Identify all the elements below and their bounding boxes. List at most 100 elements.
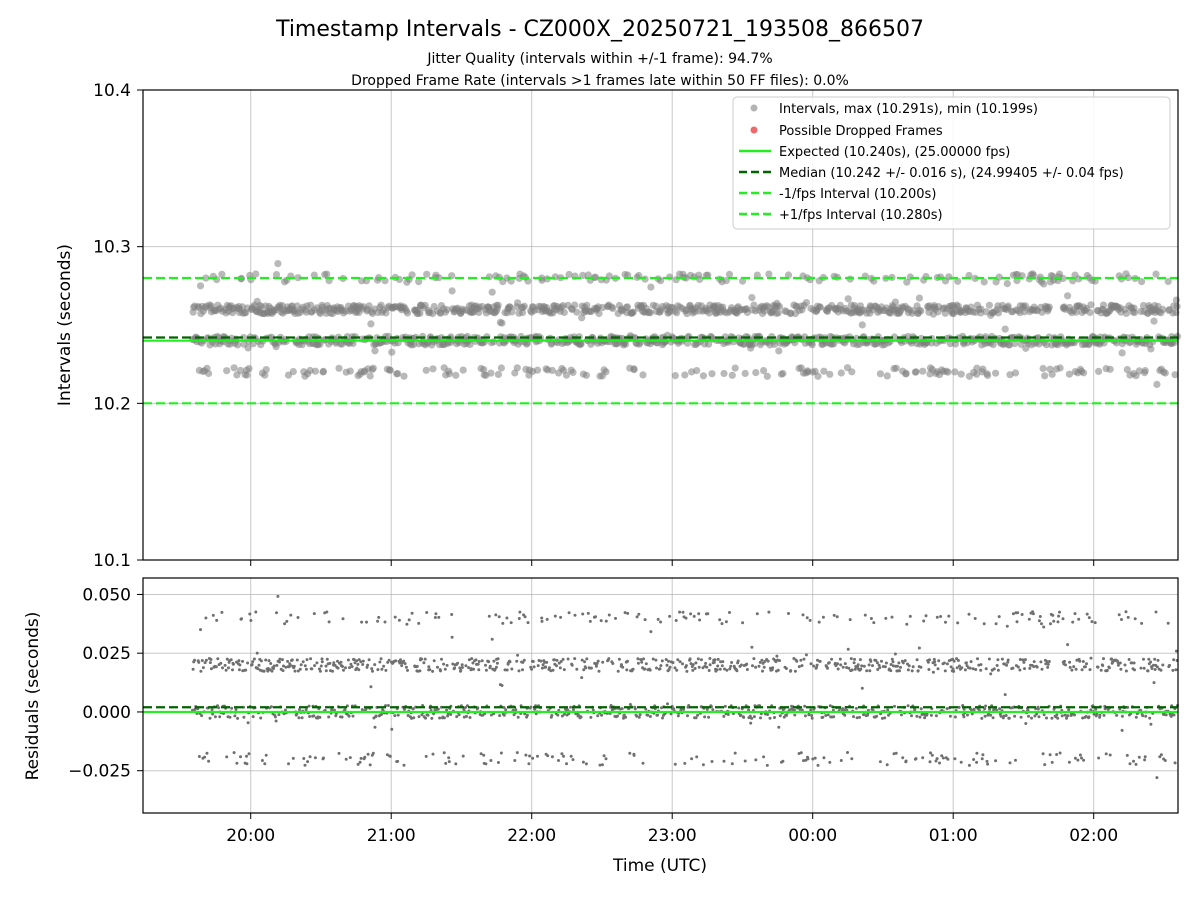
residual-point	[723, 704, 727, 708]
residual-point	[893, 704, 896, 708]
residual-point	[596, 659, 600, 663]
residual-point	[210, 708, 214, 712]
residual-point	[929, 713, 933, 717]
residual-point	[461, 754, 465, 758]
residual-point	[691, 668, 695, 672]
interval-point	[630, 366, 638, 374]
residual-point	[191, 667, 195, 671]
residual-point	[877, 663, 881, 667]
residual-point	[673, 762, 677, 766]
residual-point	[904, 759, 908, 763]
interval-point	[1159, 305, 1167, 313]
residual-point	[710, 760, 714, 763]
interval-point	[466, 340, 474, 348]
residual-point	[684, 664, 688, 668]
residual-point	[1048, 753, 1052, 757]
residual-point	[622, 713, 626, 717]
residual-point	[1081, 716, 1085, 720]
interval-point	[741, 369, 749, 377]
legend-label-plus-fps: +1/fps Interval (10.280s)	[779, 208, 943, 223]
residual-point	[447, 756, 451, 760]
residual-point	[1050, 760, 1054, 764]
residual-point	[992, 667, 996, 671]
residual-point	[713, 658, 717, 662]
residual-point	[621, 665, 625, 669]
interval-point	[1130, 309, 1139, 317]
residual-point	[971, 667, 975, 671]
residual-point	[1132, 661, 1136, 665]
residual-point	[803, 704, 807, 708]
residual-point	[1147, 657, 1151, 661]
interval-point	[720, 369, 728, 378]
residual-point	[859, 667, 863, 671]
residual-point	[1163, 759, 1167, 762]
residual-point	[439, 669, 442, 673]
residual-point	[303, 763, 307, 767]
residual-point	[1066, 643, 1070, 647]
residual-point	[384, 668, 388, 672]
residual-point	[1043, 763, 1047, 767]
residual-point	[616, 714, 619, 718]
residual-point	[943, 669, 947, 673]
residual-point	[203, 661, 207, 665]
interval-point	[1072, 308, 1080, 316]
residual-point	[404, 665, 408, 669]
residual-point	[1088, 668, 1092, 672]
residual-point	[762, 755, 766, 759]
residual-point	[862, 664, 866, 668]
residual-point	[584, 762, 588, 766]
residual-point	[994, 759, 998, 763]
residual-point	[1049, 622, 1052, 626]
residual-point	[569, 705, 572, 709]
residual-point	[604, 757, 608, 761]
residual-point	[641, 761, 645, 765]
residual-point	[1143, 755, 1147, 759]
interval-point	[573, 308, 581, 316]
residual-point	[697, 612, 701, 616]
residual-point	[477, 668, 481, 672]
interval-point	[671, 372, 679, 380]
residual-point	[803, 714, 807, 718]
residual-point	[369, 685, 373, 689]
residual-point	[479, 752, 483, 756]
residual-point	[1120, 728, 1124, 732]
residual-point	[489, 713, 493, 717]
residual-point	[936, 667, 940, 671]
residual-point	[540, 666, 544, 670]
interval-point	[416, 309, 424, 317]
residual-point	[1155, 665, 1159, 669]
residual-point	[648, 715, 652, 718]
residual-point	[449, 713, 453, 716]
residual-point	[755, 612, 759, 616]
interval-point	[989, 341, 997, 349]
residual-point	[407, 618, 411, 622]
residual-point	[405, 622, 409, 626]
residual-point	[739, 713, 743, 717]
residual-point	[906, 704, 910, 708]
residual-point	[230, 706, 234, 710]
residual-point	[701, 763, 705, 767]
interval-point	[403, 309, 412, 317]
interval-point	[388, 348, 396, 356]
interval-point	[973, 370, 981, 378]
interval-point	[1087, 301, 1095, 309]
residual-point	[450, 613, 454, 616]
residual-point	[957, 705, 961, 709]
residual-point	[667, 659, 670, 663]
residual-point	[1172, 658, 1176, 662]
interval-point	[1124, 274, 1132, 282]
residual-point	[1120, 714, 1124, 718]
residual-point	[933, 660, 937, 664]
interval-point	[1001, 325, 1009, 333]
residual-point	[295, 712, 299, 716]
residual-point	[349, 662, 353, 666]
interval-point	[562, 371, 571, 379]
residual-point	[1015, 620, 1019, 624]
residual-point	[245, 762, 249, 766]
residual-point	[1164, 713, 1168, 717]
residual-point	[809, 708, 813, 712]
residual-point	[1027, 714, 1030, 718]
residual-point	[739, 663, 743, 667]
residual-point	[826, 666, 829, 670]
residuals-plot-frame	[142, 577, 1179, 814]
